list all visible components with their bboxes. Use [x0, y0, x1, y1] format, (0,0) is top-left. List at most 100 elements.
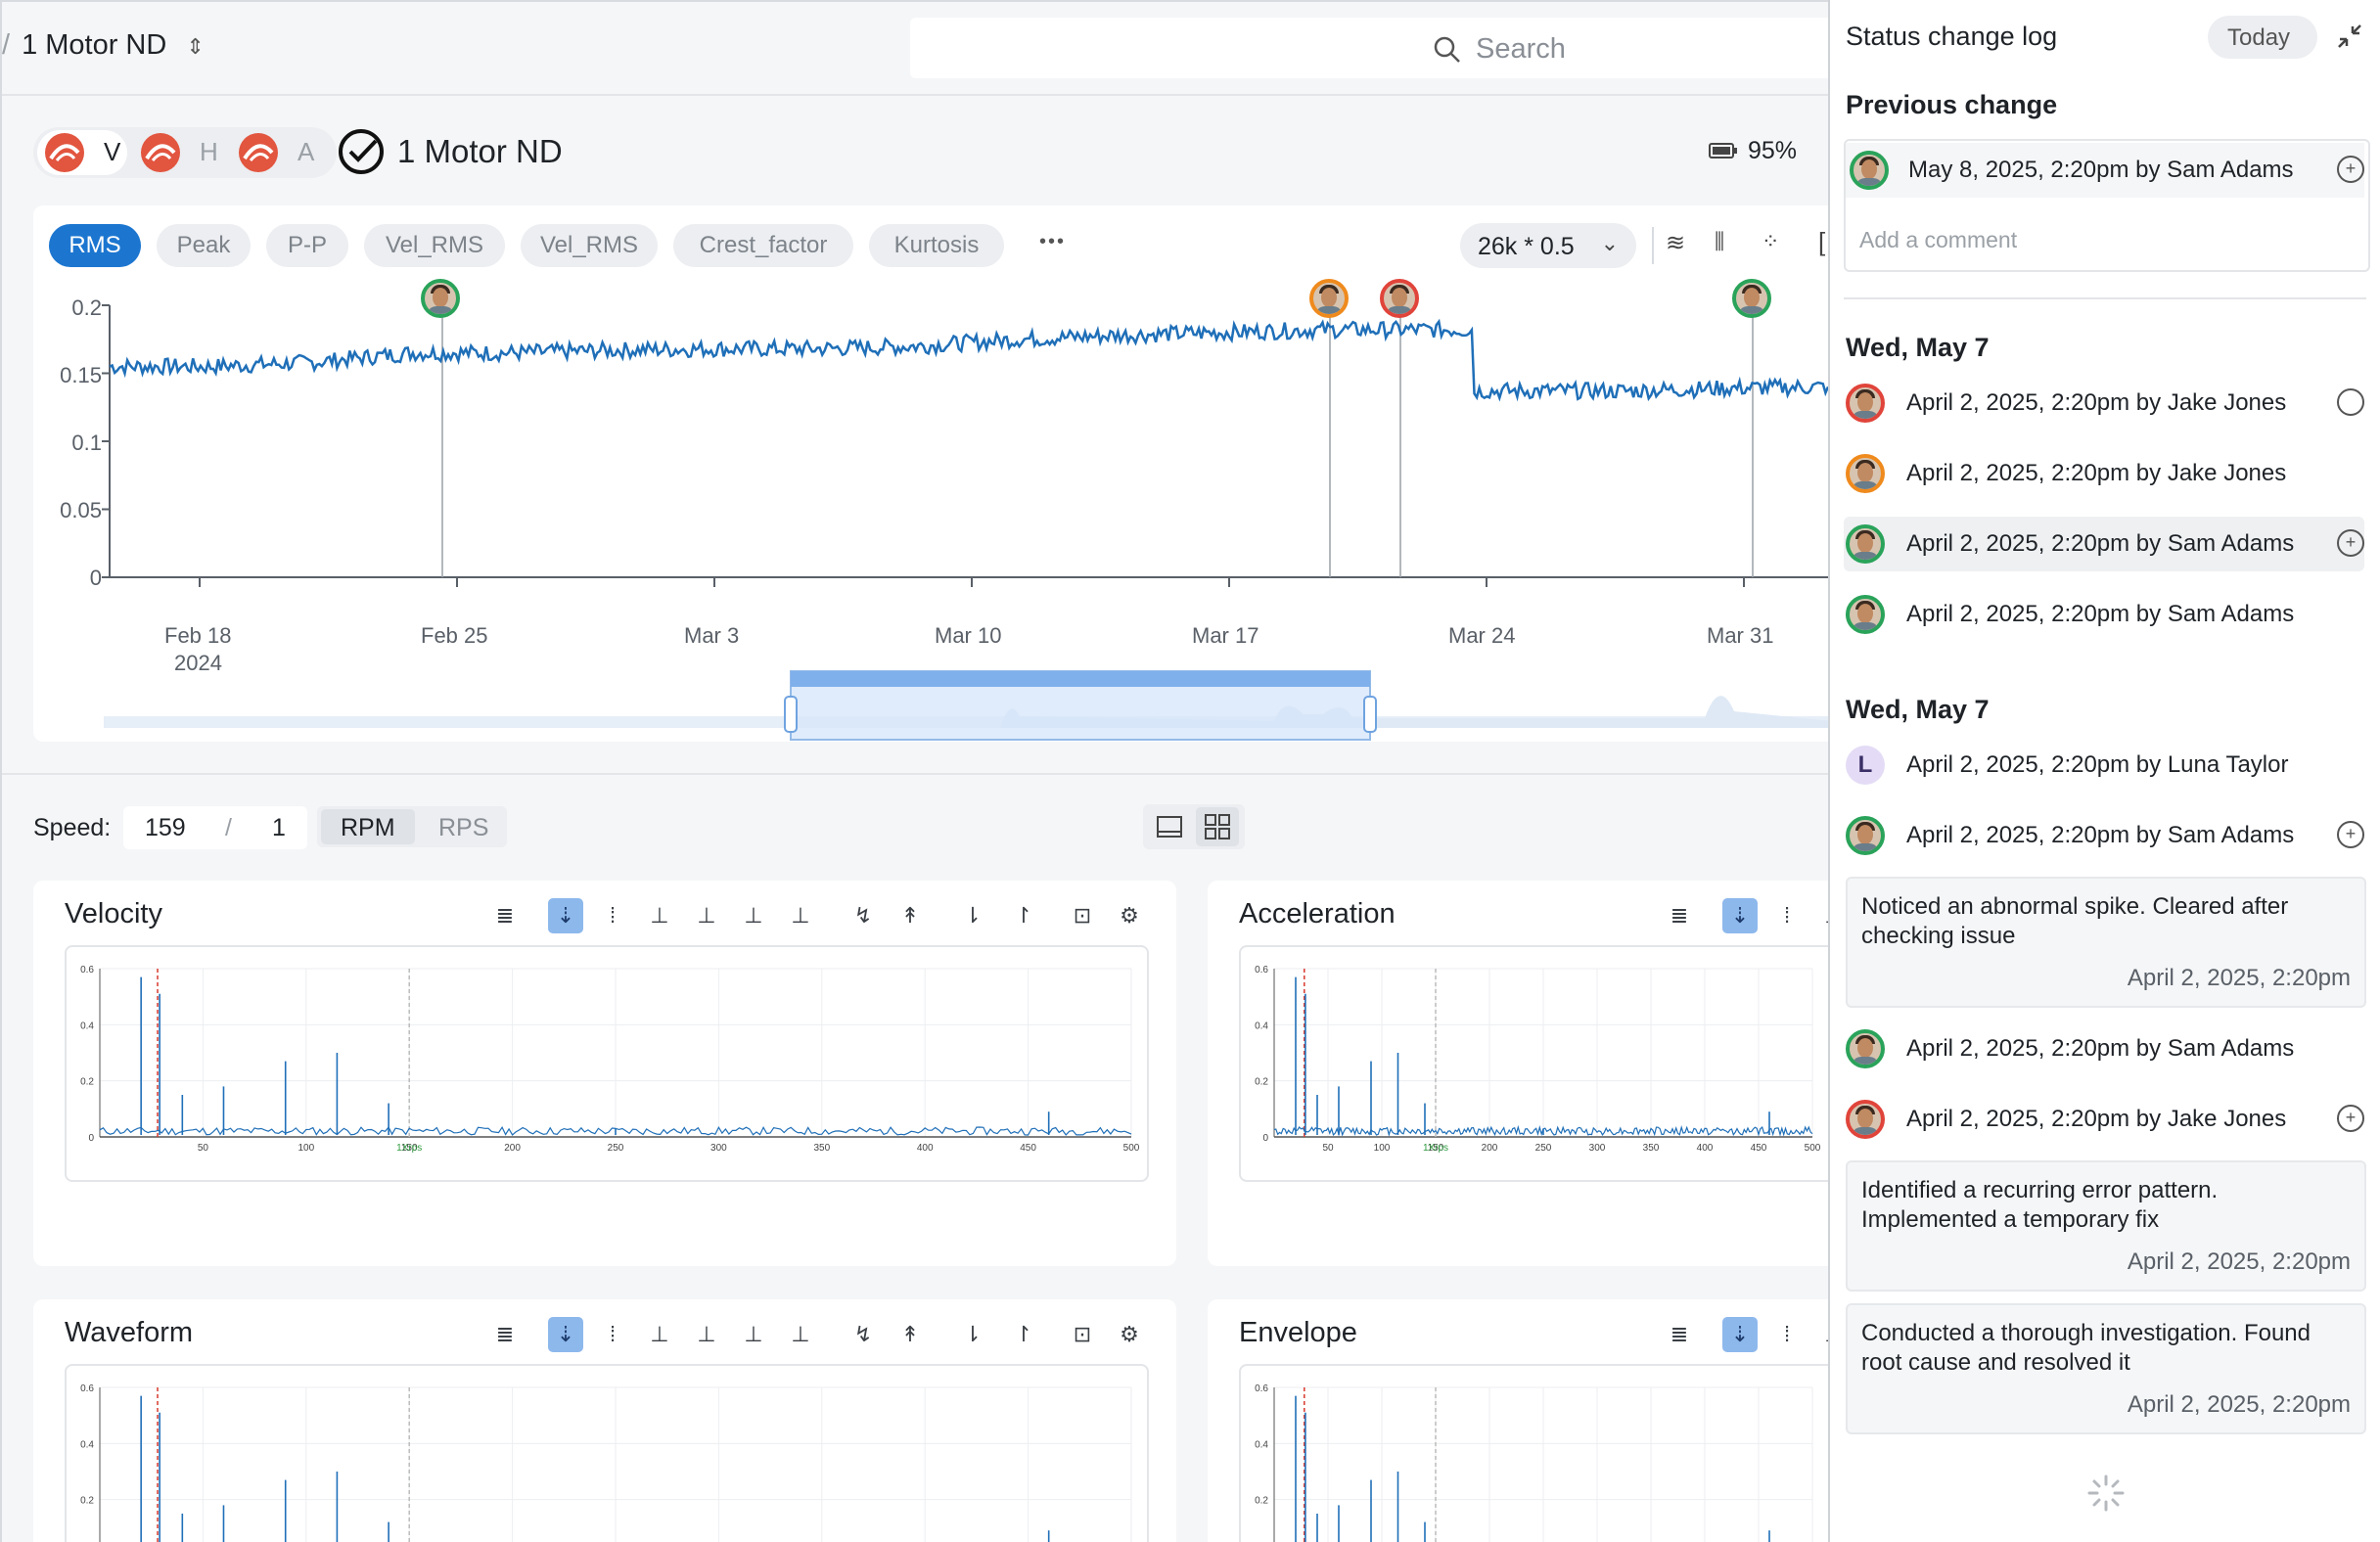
- tab-rms[interactable]: RMS: [49, 224, 141, 267]
- plot-velocity[interactable]: [65, 945, 1149, 1182]
- axis-label-a[interactable]: A: [298, 137, 315, 166]
- zoom-up-icon[interactable]: ↟: [900, 903, 920, 928]
- unit-rps-button[interactable]: RPS: [438, 814, 489, 841]
- settings-icon[interactable]: ⚙: [1120, 903, 1139, 928]
- collapse-icon[interactable]: [2335, 22, 2364, 51]
- bands-icon[interactable]: ⊥: [791, 903, 810, 928]
- add-comment-icon[interactable]: +: [2337, 821, 2364, 848]
- tab-kurtosis[interactable]: Kurtosis: [869, 224, 1004, 267]
- cursor-single-icon[interactable]: ⇣: [548, 898, 583, 933]
- settings-icon[interactable]: ⚙: [1120, 1322, 1139, 1346]
- comment-note: Noticed an abnormal spike. Cleared after…: [1846, 877, 2366, 1008]
- cursor-single-icon[interactable]: ⇣: [548, 1317, 583, 1352]
- zoom-up-icon[interactable]: ↟: [900, 1322, 920, 1346]
- marker-up-icon[interactable]: ↾: [1014, 903, 1033, 928]
- more-tabs-button[interactable]: •••: [1039, 231, 1067, 252]
- log-entry-text: April 2, 2025, 2:20pm by Jake Jones: [1906, 389, 2287, 416]
- comb-icon[interactable]: ⊥: [1816, 898, 1830, 933]
- log-entry[interactable]: April 2, 2025, 2:20pm by Jake Jones: [1844, 376, 2364, 431]
- log-entry[interactable]: April 2, 2025, 2:20pm by Jake Jones +: [1844, 1092, 2364, 1147]
- y-tick-label: 0.2: [1255, 1077, 1268, 1088]
- plot-waveform[interactable]: [65, 1364, 1149, 1542]
- add-comment-icon[interactable]: +: [2337, 1105, 2364, 1132]
- fit-view-icon[interactable]: ⊡: [1073, 1322, 1092, 1346]
- comb-icon[interactable]: ⊥: [1816, 1317, 1830, 1352]
- baseline-icon[interactable]: ≣: [495, 1322, 515, 1346]
- x-tick: Mar 17: [1192, 623, 1259, 648]
- event-avatar-sam-2[interactable]: [1732, 279, 1771, 318]
- tab-vel-rms-2[interactable]: Vel_RMS: [521, 224, 658, 267]
- add-comment-icon[interactable]: +: [2337, 529, 2364, 557]
- baseline-icon[interactable]: ≣: [1670, 903, 1689, 928]
- comment-icon[interactable]: [2337, 388, 2364, 416]
- today-button[interactable]: Today: [2208, 16, 2317, 59]
- harmonics-icon[interactable]: ⁞: [1783, 903, 1791, 928]
- x-tick-label: 100: [1374, 1143, 1391, 1154]
- plot-acceleration[interactable]: [1239, 945, 1830, 1182]
- log-entry[interactable]: April 2, 2025, 2:20pm by Sam Adams: [1844, 587, 2364, 642]
- tab-peak[interactable]: Peak: [157, 224, 251, 267]
- comb-icon[interactable]: ⊥: [650, 1322, 669, 1346]
- y-tick: 0.05: [60, 498, 102, 522]
- unit-rpm-button[interactable]: [321, 809, 415, 844]
- event-avatar-sam[interactable]: [421, 279, 460, 318]
- sideband-icon[interactable]: ⊥: [697, 903, 716, 928]
- peak-label-icon[interactable]: ⊥: [744, 903, 763, 928]
- x-tick-label: 200: [1482, 1143, 1498, 1154]
- cursor-single-icon[interactable]: ⇣: [1722, 898, 1758, 933]
- y-tick-label: 0.4: [80, 1020, 94, 1031]
- cursor-single-icon[interactable]: ⇣: [1722, 1317, 1758, 1352]
- log-entry[interactable]: April 2, 2025, 2:20pm by Sam Adams +: [1844, 808, 2364, 863]
- sideband-icon[interactable]: ⊥: [697, 1322, 716, 1346]
- bracket-icon[interactable]: [: [1818, 227, 1826, 256]
- x-tick: Mar 3: [684, 623, 740, 648]
- avatar: [1846, 595, 1885, 634]
- log-entry[interactable]: L April 2, 2025, 2:20pm by Luna Taylor: [1844, 738, 2364, 793]
- x-tick-label: 400: [917, 1143, 934, 1154]
- note-text: Conducted a thorough investigation. Foun…: [1861, 1320, 2311, 1376]
- event-avatar-jake[interactable]: [1309, 279, 1349, 318]
- bands-icon[interactable]: ⊥: [791, 1322, 810, 1346]
- y-tick-label: 0: [88, 1133, 94, 1144]
- log-entry[interactable]: April 2, 2025, 2:20pm by Sam Adams +: [1844, 517, 2364, 571]
- baseline-icon[interactable]: ≣: [495, 903, 515, 928]
- log-entry[interactable]: April 2, 2025, 2:20pm by Jake Jones: [1844, 446, 2364, 501]
- add-comment-icon[interactable]: +: [2337, 156, 2364, 183]
- plot-envelope[interactable]: [1239, 1364, 1830, 1542]
- tab-vel-rms[interactable]: Vel_RMS: [364, 224, 505, 267]
- loading-spinner-icon: [2087, 1474, 2125, 1512]
- breadcrumb[interactable]: / 1 Motor ND ⇕: [2, 29, 205, 62]
- event-avatar-jake-red[interactable]: [1380, 279, 1419, 318]
- baseline-icon[interactable]: ≣: [1670, 1322, 1689, 1346]
- trend-chart[interactable]: [2, 2, 1830, 746]
- fit-view-icon[interactable]: ⊡: [1073, 903, 1092, 928]
- y-tick-label: 0.2: [1255, 1496, 1268, 1507]
- tab-crest-factor[interactable]: Crest_factor: [673, 224, 853, 267]
- marker-down-icon[interactable]: ⇂: [963, 1322, 983, 1346]
- scatter-icon[interactable]: ⁘: [1762, 229, 1780, 253]
- grid-layout-button[interactable]: [1196, 807, 1239, 846]
- brush-handle-right: [1363, 696, 1377, 733]
- prev-change-row[interactable]: May 8, 2025, 2:20pm by Sam Adams +: [1846, 143, 2364, 198]
- zoom-down-icon[interactable]: ↯: [853, 903, 873, 928]
- harmonics-icon[interactable]: ⁞: [609, 1322, 617, 1346]
- speed-input[interactable]: [123, 806, 307, 849]
- comment-input[interactable]: Add a comment: [1859, 227, 2018, 252]
- tab-p-p[interactable]: P-P: [266, 224, 348, 267]
- marker-down-icon[interactable]: ⇂: [963, 903, 983, 928]
- zoom-down-icon[interactable]: ↯: [853, 1322, 873, 1346]
- harmonics-icon[interactable]: ⁞: [609, 903, 617, 928]
- chevron-updown-icon[interactable]: ⇕: [186, 34, 205, 59]
- smooth-icon[interactable]: ≋: [1666, 230, 1686, 256]
- log-entry[interactable]: April 2, 2025, 2:20pm by Sam Adams: [1844, 1021, 2364, 1076]
- bars-icon[interactable]: ⫼: [1715, 229, 1725, 253]
- sample-select[interactable]: 26k * 0.5 ⌄: [1460, 223, 1636, 268]
- marker-up-icon[interactable]: ↾: [1014, 1322, 1033, 1346]
- comb-icon[interactable]: ⊥: [650, 903, 669, 928]
- single-layout-icon[interactable]: [1155, 812, 1184, 841]
- harmonics-icon[interactable]: ⁞: [1783, 1322, 1791, 1346]
- search-input[interactable]: Search: [910, 18, 1830, 78]
- axis-label-h[interactable]: H: [200, 137, 218, 166]
- peak-label-icon[interactable]: ⊥: [744, 1322, 763, 1346]
